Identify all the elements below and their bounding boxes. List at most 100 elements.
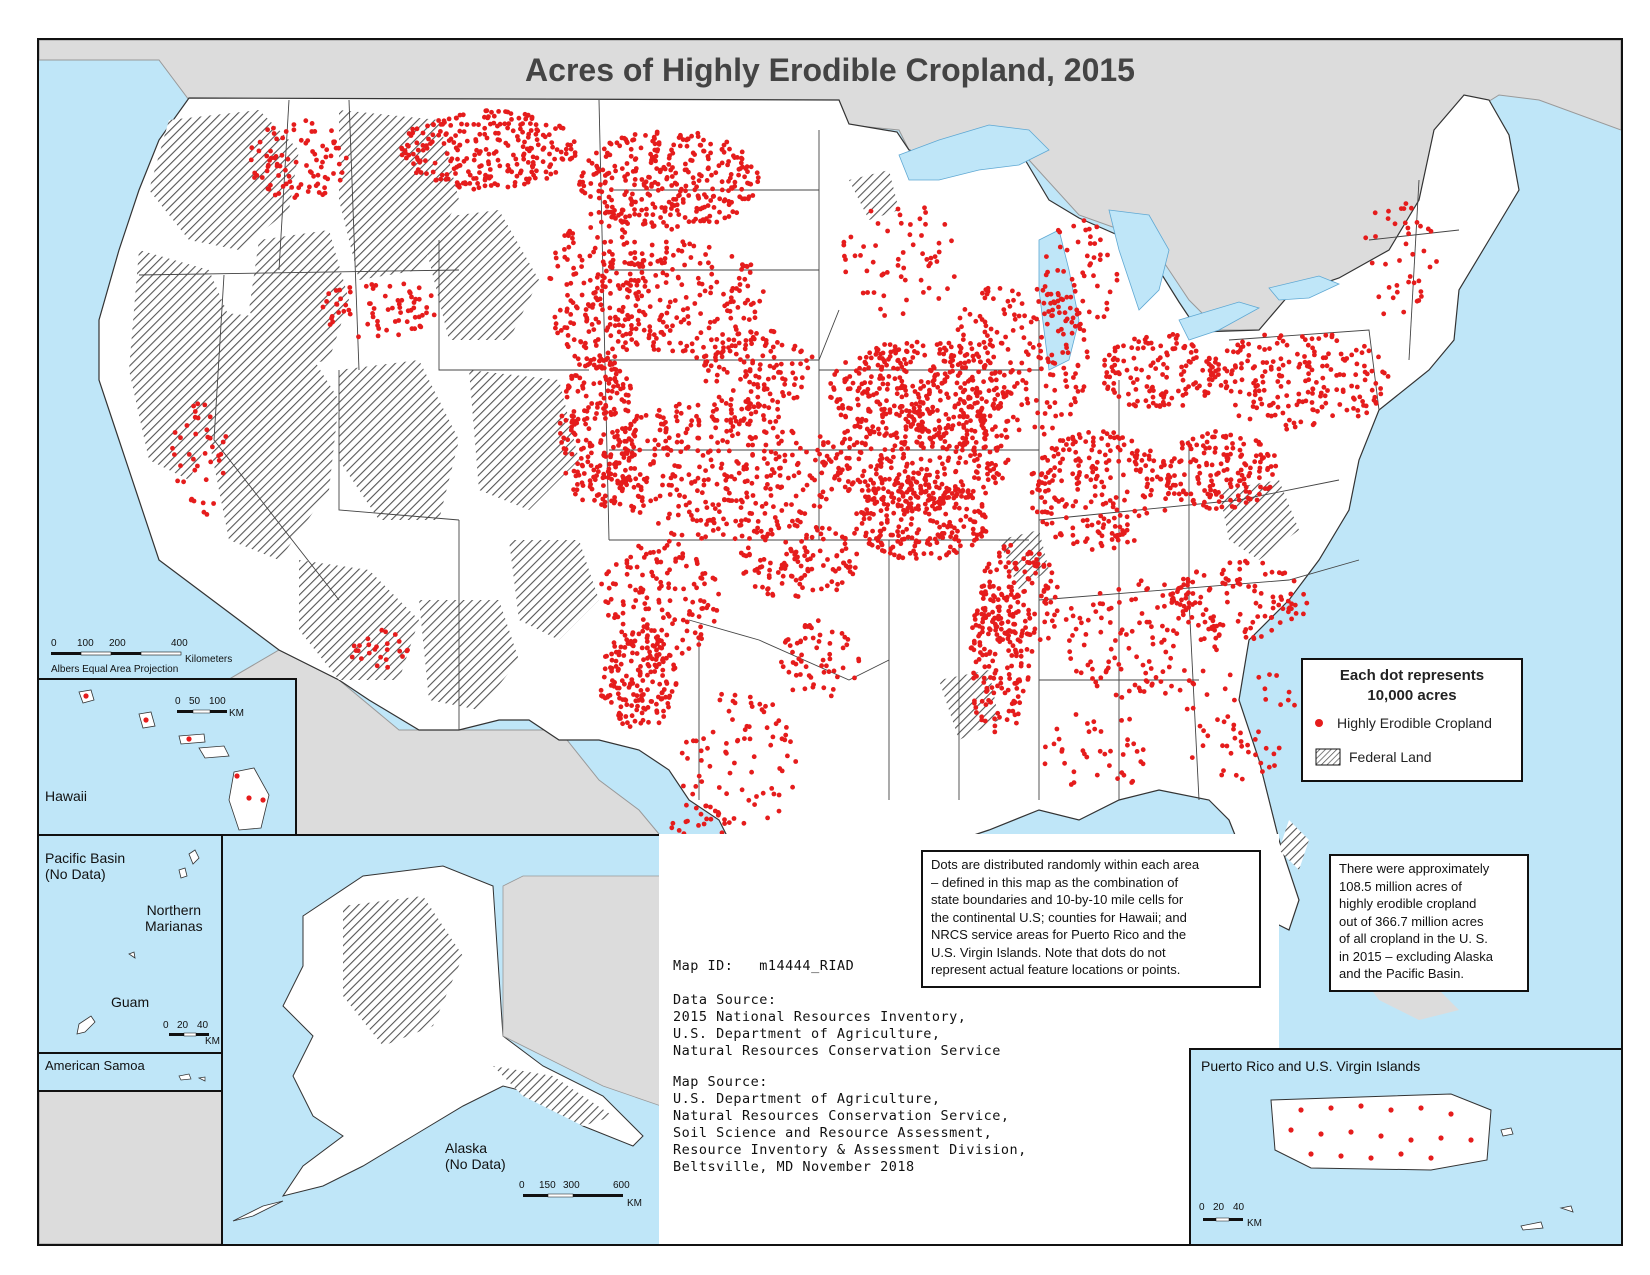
- cropland-dot: [1166, 664, 1172, 670]
- cropland-dot: [662, 166, 668, 172]
- cropland-dot: [760, 353, 766, 359]
- cropland-dot: [655, 187, 661, 193]
- cropland-dot: [1076, 432, 1082, 437]
- cropland-dot: [610, 257, 616, 263]
- cropland-dot: [378, 654, 383, 660]
- cropland-dot: [1065, 350, 1071, 356]
- cropland-dot: [1139, 458, 1145, 463]
- cropland-dot: [476, 185, 482, 191]
- cropland-dot: [562, 233, 568, 239]
- cropland-dot: [656, 597, 662, 603]
- cropland-dot: [691, 581, 697, 587]
- cropland-dot: [953, 534, 959, 539]
- cropland-dot: [1232, 363, 1238, 369]
- cropland-dot: [555, 263, 561, 269]
- cropland-dot: [1133, 403, 1138, 409]
- cropland-dot: [1097, 601, 1103, 606]
- cropland-dot: [1142, 494, 1148, 500]
- cropland-dot: [706, 325, 712, 331]
- cropland-dot: [1068, 402, 1074, 408]
- cropland-dot: [603, 154, 609, 159]
- cropland-dot: [1048, 300, 1053, 306]
- cropland-dot: [794, 640, 800, 646]
- cropland-dot: [346, 307, 352, 313]
- cropland-dot: [534, 155, 540, 161]
- cropland-dot: [1092, 493, 1098, 498]
- cropland-dot: [758, 528, 764, 534]
- cropland-dot: [852, 565, 858, 570]
- cropland-dot: [607, 376, 613, 382]
- cropland-dot: [684, 426, 690, 432]
- cropland-dot: [1098, 252, 1103, 258]
- cropland-dot: [1003, 393, 1009, 399]
- cropland-dot: [1029, 580, 1035, 586]
- cropland-dot: [859, 488, 865, 493]
- cropland-dot: [1280, 410, 1286, 416]
- cropland-dot: [617, 143, 623, 149]
- cropland-dot: [1023, 386, 1029, 392]
- cropland-dot: [661, 220, 666, 225]
- cropland-dot: [511, 152, 516, 158]
- cropland-dot: [1018, 661, 1024, 666]
- cropland-dot: [1161, 460, 1166, 466]
- cropland-dot: [1267, 403, 1272, 408]
- cropland-dot: [675, 274, 681, 280]
- cropland-dot: [525, 112, 531, 118]
- cropland-dot: [1062, 310, 1068, 316]
- cropland-dot: [1039, 366, 1044, 372]
- cropland-dot: [1126, 645, 1132, 651]
- cropland-dot: [1055, 451, 1061, 457]
- cropland-dot: [964, 506, 970, 512]
- cropland-dot: [797, 581, 803, 587]
- cropland-dot: [900, 385, 905, 391]
- cropland-dot: [817, 504, 823, 509]
- cropland-dot: [802, 686, 808, 692]
- cropland-dot: [1258, 591, 1264, 596]
- cropland-dot: [1090, 439, 1096, 445]
- cropland-dot: [648, 699, 654, 704]
- cropland-dot: [776, 525, 782, 531]
- cropland-dot: [525, 134, 531, 140]
- cropland-dot: [908, 495, 913, 501]
- cropland-dot: [655, 413, 660, 418]
- cropland-dot: [1206, 355, 1212, 361]
- cropland-dot: [726, 178, 731, 184]
- cropland-dot: [579, 292, 585, 298]
- cropland-dot: [661, 415, 666, 421]
- cropland-dot: [631, 484, 637, 490]
- cropland-dot: [641, 258, 647, 263]
- cropland-dot: [1005, 636, 1011, 642]
- cropland-dot: [646, 719, 651, 725]
- cropland-dot: [1306, 371, 1311, 377]
- cropland-dot: [994, 632, 1000, 637]
- cropland-dot: [811, 503, 817, 509]
- cropland-dot: [1284, 342, 1290, 348]
- cropland-dot: [932, 536, 938, 542]
- cropland-dot: [1136, 685, 1142, 691]
- cropland-dot: [602, 239, 608, 245]
- cropland-dot: [608, 239, 614, 245]
- cropland-dot: [1050, 307, 1055, 313]
- cropland-dot: [980, 290, 985, 296]
- cropland-dot: [1142, 452, 1147, 458]
- cropland-dot: [782, 639, 788, 645]
- cropland-dot: [547, 275, 553, 281]
- cropland-dot: [759, 564, 765, 570]
- cropland-dot: [936, 485, 942, 491]
- cropland-dot: [599, 219, 604, 225]
- cropland-dot: [1027, 341, 1033, 346]
- cropland-dot: [911, 409, 917, 414]
- cropland-dot: [999, 620, 1005, 626]
- cropland-dot: [703, 499, 708, 505]
- cropland-dot: [1224, 348, 1230, 354]
- cropland-dot: [1001, 385, 1007, 390]
- cropland-dot: [679, 750, 685, 756]
- cropland-dot: [733, 324, 738, 330]
- cropland-dot: [883, 425, 889, 431]
- cropland-dot: [448, 158, 453, 164]
- cropland-dot: [283, 167, 288, 173]
- cropland-dot: [988, 376, 993, 382]
- cropland-dot: [872, 501, 878, 506]
- cropland-dot: [1262, 369, 1268, 374]
- cropland-dot: [878, 508, 884, 514]
